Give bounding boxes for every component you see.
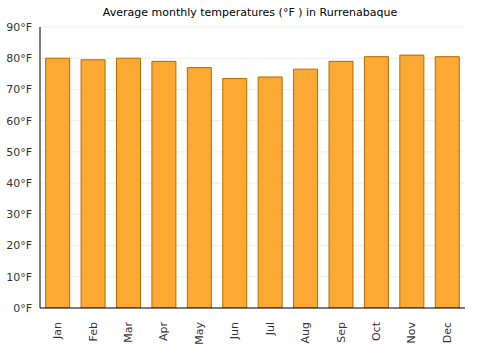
svg-text:Aug: Aug	[299, 322, 312, 343]
html-text:Average monthly temperatures (: Average monthly temperatures (°F ) in Ru…	[102, 6, 398, 19]
svg-text:Mar: Mar	[122, 322, 135, 343]
svg-text:Dec: Dec	[441, 322, 454, 343]
svg-text:80°F: 80°F	[8, 52, 32, 65]
svg-text:50°F: 50°F	[8, 146, 32, 159]
svg-text:Jun: Jun	[228, 322, 241, 340]
svg-text:70°F: 70°F	[8, 83, 32, 96]
svg-text:60°F: 60°F	[8, 115, 32, 128]
svg-text:20°F: 20°F	[8, 239, 32, 252]
svg-text:40°F: 40°F	[8, 177, 32, 190]
svg-text:Jul: Jul	[264, 322, 277, 336]
svg-text:Oct: Oct	[370, 321, 383, 341]
svg-text:90°F: 90°F	[8, 21, 32, 34]
svg-text:Jan: Jan	[51, 322, 64, 340]
svg-text:Feb: Feb	[87, 322, 100, 341]
svg-text:0°F: 0°F	[13, 302, 32, 315]
svg-text:Nov: Nov	[405, 322, 418, 344]
svg-text:10°F: 10°F	[8, 271, 32, 284]
svg-text:Sep: Sep	[335, 322, 348, 343]
svg-text:30°F: 30°F	[8, 208, 32, 221]
svg-text:Apr: Apr	[157, 322, 170, 342]
svg-text:May: May	[193, 322, 206, 345]
